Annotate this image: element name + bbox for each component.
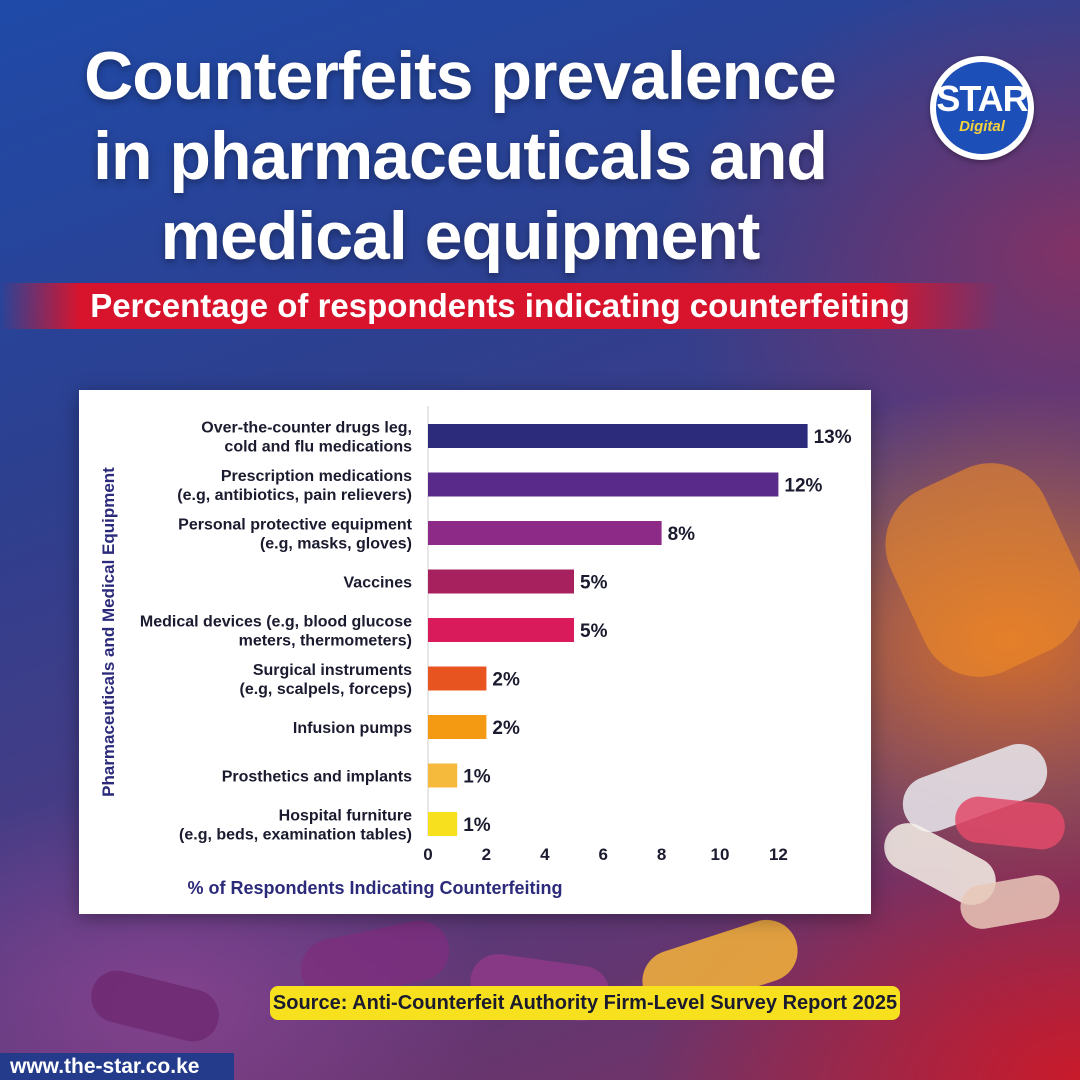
bar-value-label: 12%: [784, 476, 822, 497]
bar-value-label: 13%: [814, 427, 852, 448]
logo-sub-text: Digital: [959, 118, 1005, 135]
subtitle: Percentage of respondents indicating cou…: [90, 287, 910, 324]
x-tick-label: 4: [540, 845, 550, 864]
logo-circle: [936, 62, 1028, 154]
category-label: cold and flu medications: [224, 439, 412, 456]
x-tick-label: 6: [598, 845, 607, 864]
bar: [428, 472, 779, 497]
bar-value-label: 1%: [463, 815, 491, 836]
category-label: Hospital furniture: [279, 808, 412, 825]
bar: [428, 521, 662, 545]
x-tick-label: 10: [711, 845, 730, 864]
bar-value-label: 1%: [463, 767, 491, 788]
bar-value-label: 2%: [492, 670, 520, 691]
decorative-pill: [865, 443, 1080, 697]
bar: [428, 424, 808, 448]
category-label: Prescription medications: [221, 468, 412, 485]
bar-chart: 13% Over-the-counter drugs leg, cold and f…: [99, 406, 852, 898]
category-label: meters, thermometers): [239, 633, 412, 650]
page-title: Counterfeits prevalence in pharmaceutica…: [20, 36, 900, 276]
x-tick-label: 0: [423, 845, 432, 864]
decorative-pill: [85, 965, 225, 1047]
category-label: Prosthetics and implants: [222, 769, 412, 786]
bar: [428, 666, 487, 691]
category-label: (e.g, beds, examination tables): [179, 827, 412, 844]
logo-main-text: STAR: [936, 78, 1028, 119]
x-tick-label: 8: [657, 845, 666, 864]
bar: [428, 812, 458, 836]
x-axis-title: % of Respondents Indicating Counterfeiti…: [188, 878, 563, 898]
bar-value-label: 2%: [492, 718, 520, 739]
bar-value-label: 5%: [580, 621, 608, 642]
category-label: Infusion pumps: [293, 720, 412, 737]
title-line: in pharmaceuticals and: [93, 118, 828, 194]
category-label: Surgical instruments: [253, 662, 412, 679]
source-note: Source: Anti-Counterfeit Authority Firm-…: [270, 986, 900, 1020]
title-line: Counterfeits prevalence: [84, 38, 837, 114]
bar-value-label: 8%: [668, 524, 696, 545]
bar-value-label: 5%: [580, 573, 608, 594]
category-label: (e.g, scalpels, forceps): [239, 681, 412, 698]
category-label: Medical devices (e.g, blood glucose: [140, 614, 412, 631]
category-label: Personal protective equipment: [178, 517, 413, 534]
chart-card: 13% Over-the-counter drugs leg, cold and f…: [79, 390, 871, 914]
x-tick-label: 2: [482, 845, 491, 864]
category-label: (e.g, antibiotics, pain relievers): [177, 487, 412, 504]
category-label: Vaccines: [344, 575, 413, 592]
decorative-pill: [952, 794, 1068, 852]
category-label: (e.g, masks, gloves): [260, 536, 412, 553]
category-label: Over-the-counter drugs leg,: [201, 420, 412, 437]
title-line: medical equipment: [160, 198, 761, 274]
bar: [428, 763, 458, 788]
star-digital-logo: STAR Digital: [930, 56, 1034, 160]
bar: [428, 715, 487, 739]
y-axis-title: Pharmaceuticals and Medical Equipment: [99, 467, 118, 797]
bar: [428, 569, 574, 594]
bar: [428, 618, 574, 642]
subtitle-banner: [0, 283, 1000, 329]
x-tick-label: 12: [769, 845, 788, 864]
website-url[interactable]: www.the-star.co.ke: [0, 1053, 234, 1080]
